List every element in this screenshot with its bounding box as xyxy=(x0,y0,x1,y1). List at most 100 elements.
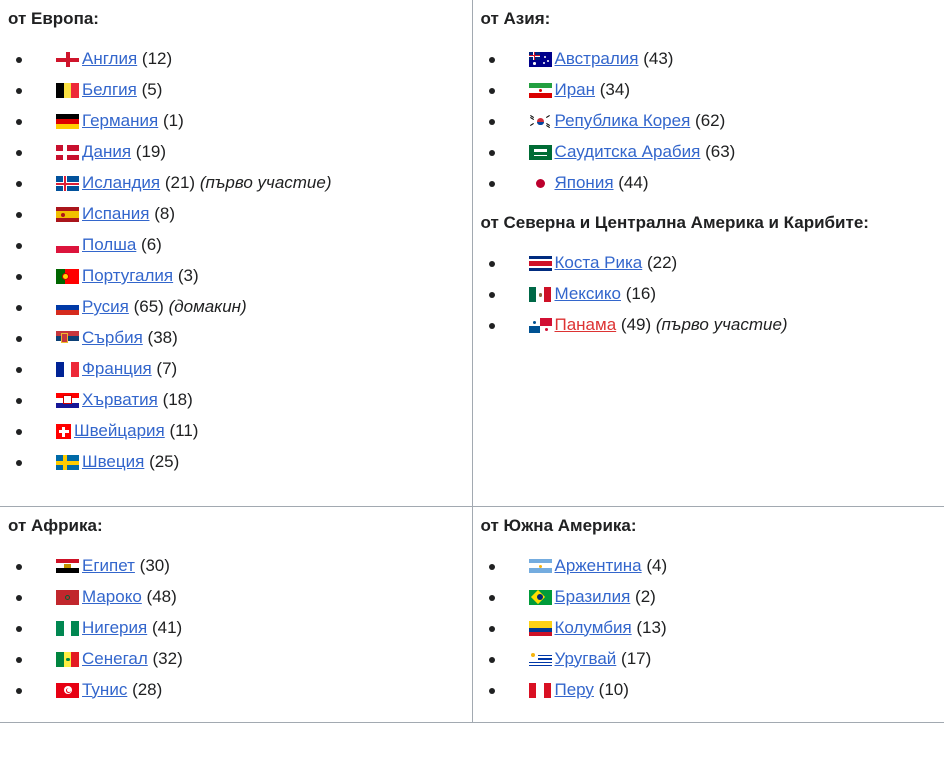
country-link[interactable]: Португалия xyxy=(82,266,174,285)
country-link[interactable]: Саудитска Арабия xyxy=(554,142,701,161)
country-link[interactable]: Сенегал xyxy=(82,648,148,668)
list-europe: Англия (12) Белгия (5) Германия (1) xyxy=(8,44,464,477)
serbia-flag xyxy=(56,331,79,346)
rank: (22) xyxy=(646,253,678,272)
list-item: Белгия (5) xyxy=(8,75,464,105)
list-item: Нигерия (41) xyxy=(8,613,464,643)
costa-rica-flag xyxy=(528,256,552,271)
list-item: Русия (65) (домакин) xyxy=(8,292,464,322)
rank: (38) xyxy=(147,328,178,347)
country-link[interactable]: Русия xyxy=(82,297,129,316)
country-link[interactable]: Англия xyxy=(82,49,138,68)
list-item: Република Корея (62) xyxy=(481,106,937,136)
country-link[interactable]: Мексико xyxy=(554,284,622,303)
list-item: Коста Рика (22) xyxy=(481,248,937,278)
uruguay-flag xyxy=(528,651,552,667)
country-link[interactable]: Сърбия xyxy=(82,328,143,347)
rank: (3) xyxy=(177,266,199,285)
russia-flag xyxy=(56,300,79,315)
cell-southamerica: от Южна Америка: Аржентина (4) Бразилия … xyxy=(471,505,944,723)
country-link[interactable]: Тунис xyxy=(82,679,128,699)
list-item: Швеция (25) xyxy=(8,447,464,477)
list-item: Англия (12) xyxy=(8,44,464,74)
list-item: Хърватия (18) xyxy=(8,385,464,415)
mexico-flag xyxy=(528,287,552,302)
country-link[interactable]: Панама xyxy=(554,315,617,334)
country-link[interactable]: Белгия xyxy=(82,80,137,99)
australia-flag xyxy=(528,52,552,67)
rank: (4) xyxy=(646,555,668,575)
country-link[interactable]: Швеция xyxy=(82,452,145,471)
rank: (44) xyxy=(618,173,649,192)
england-flag xyxy=(56,52,79,67)
country-link[interactable]: Полша xyxy=(82,235,137,254)
list-item: Исландия (21) (първо участие) xyxy=(8,168,464,198)
list-item: Австралия (43) xyxy=(481,44,937,74)
list-item: Саудитска Арабия (63) xyxy=(481,137,937,167)
egypt-flag xyxy=(56,558,79,574)
list-item: Аржентина (4) xyxy=(481,551,937,581)
saudi-arabia-flag xyxy=(528,145,552,160)
country-link[interactable]: Исландия xyxy=(82,173,161,192)
heading-africa: от Африка: xyxy=(8,515,103,535)
country-link[interactable]: Дания xyxy=(82,142,132,161)
participants-table: от Европа: Англия (12) Белгия (5) xyxy=(0,0,944,723)
denmark-flag xyxy=(56,145,79,160)
country-link[interactable]: Иран xyxy=(554,80,596,99)
panama-flag xyxy=(528,318,552,333)
south-korea-flag xyxy=(528,114,552,129)
country-link[interactable]: Австралия xyxy=(554,49,639,68)
country-link[interactable]: Мароко xyxy=(82,586,142,606)
country-link[interactable]: Република Корея xyxy=(554,111,691,130)
rank: (49) xyxy=(620,315,652,334)
rank: (7) xyxy=(156,359,178,378)
country-link[interactable]: Уругвай xyxy=(554,648,617,668)
rank: (21) xyxy=(164,173,196,192)
rank: (65) xyxy=(133,297,164,316)
portugal-flag xyxy=(56,269,79,284)
list-item: Бразилия (2) xyxy=(481,582,937,612)
list-asia: Австралия (43) Иран (34) xyxy=(481,44,937,198)
japan-flag xyxy=(528,176,552,191)
list-item: Полша (6) xyxy=(8,230,464,260)
rank: (25) xyxy=(149,452,180,471)
list-item: Сърбия (38) xyxy=(8,323,464,353)
country-link[interactable]: Аржентина xyxy=(554,555,642,575)
country-link[interactable]: Колумбия xyxy=(554,617,632,637)
list-item: Германия (1) xyxy=(8,106,464,136)
poland-flag xyxy=(56,238,79,253)
rank: (48) xyxy=(146,586,177,606)
country-link[interactable]: Коста Рика xyxy=(554,253,643,272)
country-link[interactable]: Испания xyxy=(82,204,150,223)
brazil-flag xyxy=(528,589,552,605)
list-africa: Египет (30) Мароко (48) Нигерия (41) xyxy=(8,551,464,705)
rank: (2) xyxy=(635,586,656,606)
list-southamerica: Аржентина (4) Бразилия (2) Колумбия (13) xyxy=(481,551,937,705)
rank: (30) xyxy=(139,555,170,575)
country-link[interactable]: Франция xyxy=(82,359,152,378)
country-link[interactable]: Египет xyxy=(82,555,135,575)
morocco-flag xyxy=(56,589,79,605)
list-item: Уругвай (17) xyxy=(481,644,937,674)
senegal-flag xyxy=(56,651,79,667)
list-item: Португалия (3) xyxy=(8,261,464,291)
rank: (1) xyxy=(162,111,184,130)
country-link[interactable]: Бразилия xyxy=(554,586,631,606)
spain-flag xyxy=(56,207,79,222)
country-link[interactable]: Япония xyxy=(554,173,614,192)
cell-asia-northamerica: от Азия: Австралия (43) xyxy=(471,0,944,507)
note: (първо участие) xyxy=(655,315,788,334)
country-link[interactable]: Швейцария xyxy=(74,421,165,440)
rank: (28) xyxy=(132,679,163,699)
country-link[interactable]: Хърватия xyxy=(82,390,158,409)
list-item: Мексико (16) xyxy=(481,279,937,309)
cell-europe: от Европа: Англия (12) Белгия (5) xyxy=(0,0,473,507)
germany-flag xyxy=(56,114,79,129)
country-link[interactable]: Перу xyxy=(554,679,594,699)
list-item: Панама (49) (първо участие) xyxy=(481,310,937,340)
country-link[interactable]: Германия xyxy=(82,111,159,130)
country-link[interactable]: Нигерия xyxy=(82,617,148,637)
sweden-flag xyxy=(56,455,79,470)
rank: (5) xyxy=(141,80,163,99)
list-item: Дания (19) xyxy=(8,137,464,167)
